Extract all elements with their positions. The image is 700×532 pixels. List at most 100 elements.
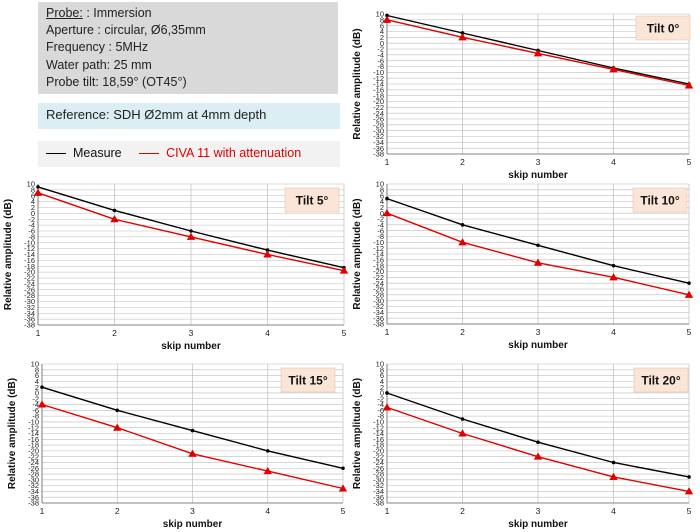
civa-point [382, 15, 392, 23]
y-tick-label: -10 [24, 238, 35, 247]
measure-point [341, 466, 345, 471]
y-tick-label: 2 [31, 203, 35, 212]
y-tick-label: -10 [373, 418, 384, 427]
y-tick-label: -14 [373, 429, 384, 438]
civa-point [188, 449, 197, 457]
y-tick-label: -22 [373, 103, 384, 112]
y-tick-label: -26 [28, 464, 39, 473]
measure-point [385, 391, 389, 395]
water-path-line: Water path: 25 mm [46, 57, 152, 72]
y-tick-label: -38 [373, 499, 384, 508]
y-tick-label: -8 [28, 232, 35, 241]
probe-info-box: Probe: : Immersion Aperture : circular, … [38, 2, 338, 94]
y-tick-label: -38 [373, 320, 384, 329]
y-tick-label: -10 [373, 238, 384, 247]
chart-title: Tilt 20° [641, 374, 680, 388]
y-tick-label: -26 [373, 285, 384, 294]
y-tick-label: -16 [373, 85, 384, 94]
y-tick-label: -14 [373, 250, 384, 259]
chart-tilt-15: 1086420-2-4-6-8-10-12-14-16-18-20-22-24-… [7, 360, 348, 530]
civa-point [458, 429, 467, 437]
chart-title: Tilt 5° [296, 194, 329, 208]
y-tick-label: -28 [28, 470, 39, 479]
chart-title: Tilt 0° [647, 22, 680, 36]
y-tick-label: -4 [377, 400, 384, 409]
legend-box: Measure CIVA 11 with attenuation [38, 141, 340, 167]
y-tick-label: 8 [380, 365, 384, 374]
y-axis-title: Relative amplitude (dB) [352, 198, 363, 309]
y-tick-label: -4 [28, 221, 35, 230]
civa-point [382, 403, 392, 411]
y-tick-label: -36 [373, 493, 384, 502]
y-axis-title: Relative amplitude (dB) [352, 28, 363, 139]
y-tick-label: -28 [373, 290, 384, 299]
y-tick-label: -4 [377, 50, 384, 59]
x-tick-label: 3 [190, 506, 195, 516]
y-tick-label: 10 [376, 10, 384, 19]
civa-point [533, 452, 543, 460]
measure-point [536, 243, 540, 248]
y-tick-label: -22 [373, 273, 384, 282]
civa-point [684, 487, 694, 495]
probe-line: Probe: : Immersion [46, 5, 330, 22]
y-tick-label: -20 [373, 97, 384, 106]
civa-point [37, 400, 47, 408]
x-tick-label: 5 [341, 506, 346, 516]
y-tick-label: -30 [28, 475, 39, 484]
y-tick-label: -12 [373, 244, 384, 253]
y-tick-label: -2 [32, 394, 39, 403]
civa-point [458, 33, 467, 41]
y-tick-label: 4 [380, 377, 384, 386]
x-tick-label: 2 [115, 506, 120, 516]
y-tick-label: -26 [373, 464, 384, 473]
y-tick-label: -8 [32, 412, 39, 421]
measure-swatch [46, 153, 66, 155]
y-tick-label: -20 [28, 446, 39, 455]
y-tick-label: -12 [373, 74, 384, 83]
x-tick-label: 2 [460, 506, 465, 516]
y-tick-label: -24 [373, 109, 384, 118]
y-tick-label: -34 [373, 308, 384, 317]
probe-label: Probe: [46, 6, 83, 20]
civa-point [338, 484, 348, 492]
y-tick-label: -10 [373, 68, 384, 77]
civa-point [533, 258, 543, 266]
measure-point [687, 281, 691, 285]
civa-point [263, 466, 272, 475]
y-tick-label: -14 [28, 429, 39, 438]
y-tick-label: 2 [35, 383, 39, 392]
civa-point [339, 266, 349, 274]
y-tick-label: -24 [24, 279, 35, 288]
y-tick-label: -2 [377, 394, 384, 403]
y-tick-label: 2 [380, 203, 384, 212]
y-tick-label: 4 [31, 197, 35, 206]
y-tick-label: -2 [377, 215, 384, 224]
y-tick-label: -32 [373, 132, 384, 141]
measure-point [687, 475, 691, 479]
y-tick-label: -28 [373, 120, 384, 129]
y-tick-label: -28 [24, 291, 35, 300]
measure-point [112, 208, 117, 213]
y-tick-label: -16 [373, 255, 384, 264]
tilt-label-badge [633, 367, 689, 393]
x-tick-label: 4 [265, 328, 270, 338]
y-tick-label: 10 [376, 180, 384, 189]
y-tick-label: 0 [380, 389, 384, 398]
x-tick-label: 1 [40, 506, 45, 516]
y-tick-label: 6 [31, 191, 35, 200]
y-tick-label: -20 [373, 446, 384, 455]
measure-point [265, 248, 270, 252]
y-tick-label: 2 [380, 383, 384, 392]
y-tick-label: -12 [373, 423, 384, 432]
y-tick-label: -14 [373, 80, 384, 89]
x-tick-label: 5 [687, 327, 692, 337]
y-tick-label: -6 [32, 406, 39, 415]
measure-point [611, 460, 616, 465]
y-tick-label: -24 [373, 458, 384, 467]
x-tick-label: 1 [385, 327, 390, 337]
chart-title: Tilt 10° [640, 194, 679, 208]
x-tick-label: 1 [385, 506, 390, 516]
chart-tilt-20: 1086420-2-4-6-8-10-12-14-16-18-20-22-24-… [352, 360, 694, 530]
y-tick-label: -18 [373, 91, 384, 100]
civa-point [684, 81, 694, 89]
